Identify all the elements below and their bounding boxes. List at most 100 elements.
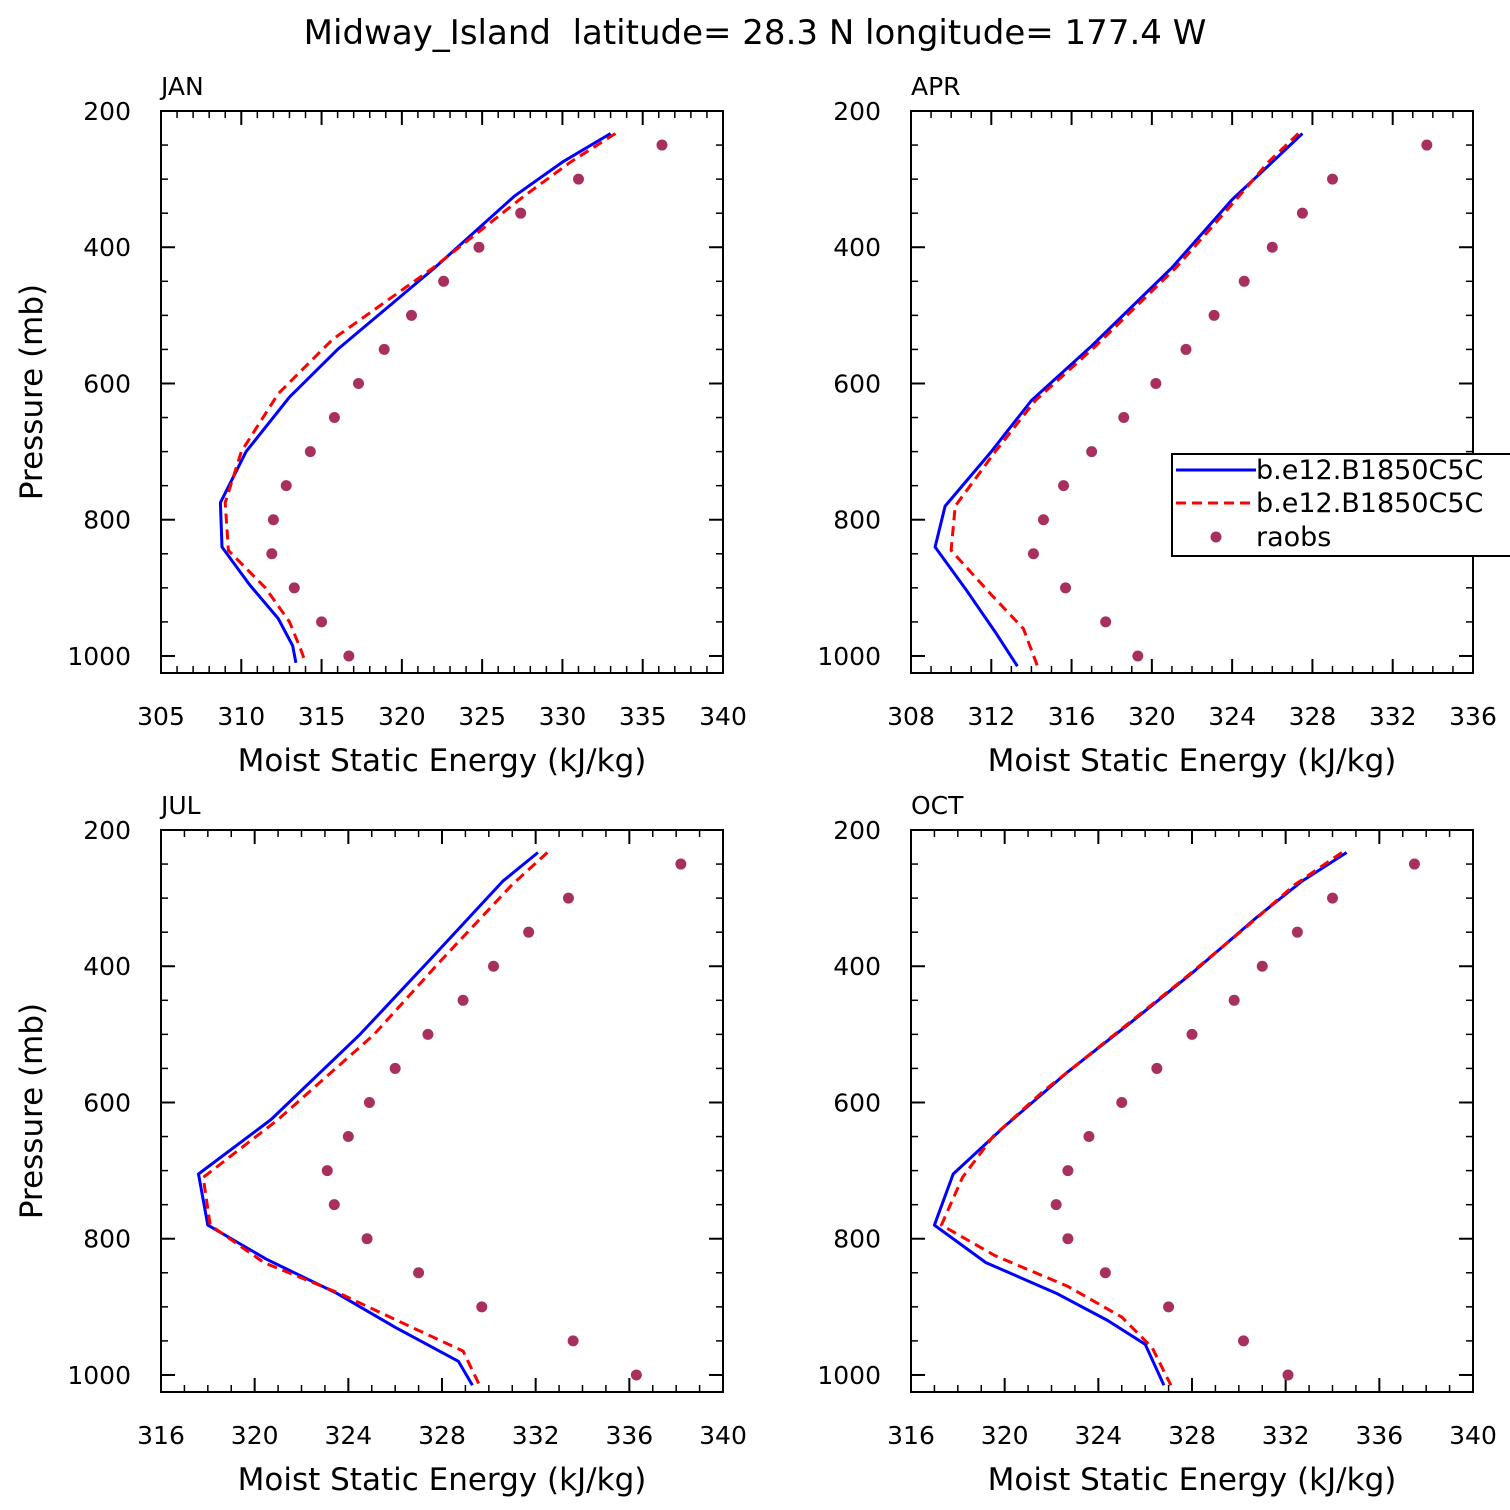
y-tick-label: 600 (83, 1088, 131, 1117)
figure-title: Midway_Island latitude= 28.3 N longitude… (304, 13, 1207, 53)
plot-frame (160, 110, 724, 674)
raobs-point (1296, 207, 1308, 219)
x-axis-label: Moist Static Energy (kJ/kg) (238, 743, 647, 779)
x-tick-label: 316 (137, 1421, 185, 1450)
raobs-point (1238, 1335, 1250, 1347)
raobs-point (413, 1267, 425, 1279)
raobs-point (457, 994, 469, 1006)
x-tick-label: 320 (1128, 702, 1176, 731)
y-tick-label: 200 (833, 97, 881, 126)
raobs-point (1062, 1165, 1074, 1177)
raobs-point (288, 582, 300, 594)
raobs-point (266, 548, 278, 560)
raobs-point (1327, 892, 1338, 904)
panel-jan: 305 310 315 320 325 330 335 340 200 400 600 800 1000… (14, 72, 747, 779)
x-tick-label: 312 (967, 702, 1015, 731)
raobs-point (488, 960, 500, 972)
x-tick-label: 315 (298, 702, 346, 731)
x-tick-label: 340 (699, 702, 747, 731)
y-tick-label: 600 (83, 369, 131, 398)
raobs-point (567, 1335, 579, 1347)
raobs-point (438, 275, 450, 287)
raobs-point (1062, 1233, 1074, 1245)
x-tick-label: 340 (699, 1421, 747, 1450)
panel-apr: 308 312 316 320 324 328 332 336 200 400 600 800 1000… (817, 72, 1496, 779)
x-tick-label: 336 (1449, 702, 1497, 731)
panel-name-label: OCT (911, 791, 964, 820)
y-tick-label: 400 (83, 233, 131, 262)
raobs-point (562, 892, 574, 904)
x-tick-label: 336 (1355, 1421, 1403, 1450)
raobs-point (1327, 173, 1338, 185)
raobs-point (328, 1199, 340, 1211)
plot-frame (160, 829, 724, 1393)
x-tick-label: 324 (1208, 702, 1256, 731)
plot-frame (910, 110, 1474, 674)
raobs-point (1256, 960, 1268, 972)
series-line-red-dashed (939, 851, 1343, 1386)
x-tick-label: 324 (324, 1421, 372, 1450)
legend-label-1: b.e12.B1850C5C (1256, 455, 1483, 486)
y-tick-label: 1000 (67, 1361, 131, 1390)
panel-name-label: APR (911, 72, 961, 101)
raobs-point (1180, 343, 1192, 355)
y-tick-label: 200 (833, 816, 881, 845)
x-tick-label: 335 (619, 702, 667, 731)
x-tick-label: 328 (1168, 1421, 1216, 1450)
raobs-point (1266, 241, 1278, 253)
raobs-point (378, 343, 390, 355)
x-tick-label: 316 (887, 1421, 935, 1450)
x-tick-label: 310 (217, 702, 265, 731)
x-tick-label: 324 (1074, 1421, 1122, 1450)
raobs-point (1058, 480, 1070, 492)
raobs-point (1086, 446, 1098, 458)
legend-label-2: b.e12.B1850C5C (1256, 488, 1483, 519)
y-tick-label: 600 (833, 369, 881, 398)
panel-name-label: JUL (159, 791, 201, 820)
raobs-point (1132, 650, 1144, 662)
raobs-point (363, 1096, 375, 1108)
x-axis-label: Moist Static Energy (kJ/kg) (238, 1462, 647, 1498)
y-tick-label: 1000 (817, 642, 881, 671)
raobs-point (1228, 994, 1240, 1006)
series-line-red-dashed (949, 132, 1300, 667)
raobs-point (1282, 1369, 1294, 1381)
raobs-point (304, 446, 316, 458)
raobs-point (630, 1369, 642, 1381)
y-tick-label: 400 (833, 952, 881, 981)
raobs-point (1027, 548, 1039, 560)
x-tick-label: 332 (1369, 702, 1417, 731)
y-tick-label: 400 (83, 952, 131, 981)
raobs-point (1163, 1301, 1175, 1313)
raobs-point (572, 173, 584, 185)
series-line-red-dashed (201, 851, 549, 1386)
x-tick-label: 330 (539, 702, 587, 731)
x-tick-label: 328 (418, 1421, 466, 1450)
x-tick-label: 308 (887, 702, 935, 731)
x-tick-label: 320 (378, 702, 426, 731)
x-axis-label: Moist Static Energy (kJ/kg) (988, 1462, 1397, 1498)
raobs-point (1060, 582, 1072, 594)
raobs-point (405, 309, 417, 321)
y-tick-label: 200 (83, 97, 131, 126)
raobs-point (1116, 1096, 1128, 1108)
legend-label-3: raobs (1256, 522, 1331, 553)
panel-jul: 316 320 324 328 332 336 340 200 400 600 800 1000 JUL… (14, 791, 747, 1498)
raobs-point (1083, 1131, 1095, 1143)
legend-swatch-raobs-dot (1210, 531, 1222, 543)
y-tick-label: 200 (83, 816, 131, 845)
raobs-point (343, 650, 355, 662)
raobs-point (1118, 412, 1130, 424)
raobs-point (321, 1165, 333, 1177)
raobs-point (1208, 309, 1220, 321)
y-tick-label: 800 (83, 1225, 131, 1254)
raobs-point (1151, 1062, 1163, 1074)
y-axis-label: Pressure (mb) (14, 284, 50, 500)
y-axis-label: Pressure (mb) (14, 1003, 50, 1219)
series-line-blue (932, 851, 1348, 1386)
x-tick-label: 332 (512, 1421, 560, 1450)
raobs-point (353, 377, 365, 389)
x-tick-label: 328 (1289, 702, 1337, 731)
raobs-point (389, 1062, 401, 1074)
